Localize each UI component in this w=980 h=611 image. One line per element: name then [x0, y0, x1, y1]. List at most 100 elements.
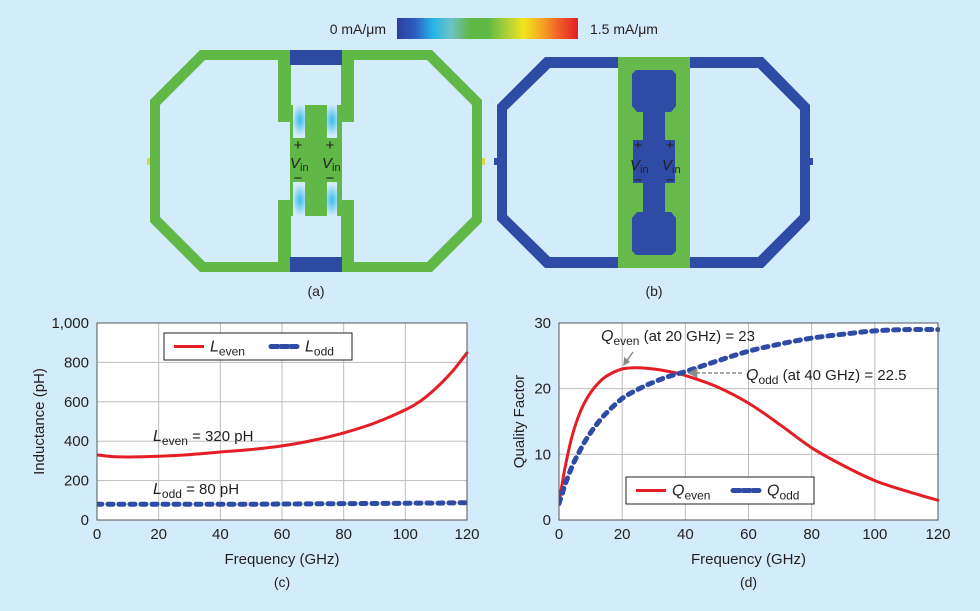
vin-minus-left-b: − [634, 172, 643, 189]
x-tick-label: 120 [454, 526, 479, 543]
inductor-a-tab-gradient [324, 184, 340, 216]
x-tick-label: 120 [925, 526, 950, 543]
y-tick-label: 600 [64, 394, 89, 411]
vin-minus-right-b: − [666, 172, 675, 189]
caption-a: (a) [307, 283, 324, 299]
annotation: Lodd = 80 pH [153, 481, 239, 501]
y-tick-label: 200 [64, 473, 89, 490]
x-tick-label: 40 [212, 526, 229, 543]
inductor-a-bottom-strap [290, 257, 342, 272]
vin-left-b: Vin [630, 157, 649, 176]
annotation: Leven = 320 pH [153, 428, 253, 448]
plot-frame [96, 322, 468, 521]
vin-main: V [630, 157, 642, 174]
x-tick-label: 60 [740, 526, 757, 543]
x-axis-label: Frequency (GHz) [691, 551, 806, 568]
legend-label-sub: odd [314, 345, 334, 359]
y-tick-label: 10 [534, 446, 551, 463]
x-tick-label: 80 [803, 526, 820, 543]
vin-sub: in [640, 164, 649, 176]
inductor-b-right-stub [810, 158, 813, 165]
inductor-a-top-strap [290, 50, 342, 65]
annotation-text: (at 40 GHz) = 22.5 [778, 367, 906, 384]
inductor-b-center-loop [618, 57, 690, 268]
vin-left-a: Vin [290, 155, 309, 174]
x-tick-label: 0 [93, 526, 101, 543]
x-tick-label: 0 [555, 526, 563, 543]
annotation-text: = 320 pH [188, 428, 253, 445]
y-tick-label: 20 [534, 381, 551, 398]
vin-sub: in [672, 164, 681, 176]
x-tick-label: 20 [614, 526, 631, 543]
inductor-a [147, 50, 485, 272]
y-tick-label: 30 [534, 315, 551, 332]
vin-main: V [662, 157, 674, 174]
annotation-main: L [153, 428, 162, 445]
vin-labels-a: + + Vin Vin − − [290, 137, 341, 187]
panel-b-current-density-odd: + + Vin Vin − − (b) [494, 57, 813, 299]
annotation-text: = 80 pH [182, 481, 239, 498]
x-tick-label: 100 [393, 526, 418, 543]
colorbar-gradient [397, 18, 578, 39]
y-tick-label: 1,000 [51, 315, 89, 332]
inductor-a-left-stub [147, 158, 150, 165]
arrow-head-icon [623, 356, 631, 366]
colorbar: 0 mA/μm 1.5 mA/μm [330, 18, 658, 39]
vin-main: V [322, 155, 334, 172]
legend-label-sub: even [219, 345, 245, 359]
series-line-q-odd [559, 326, 940, 507]
legend-label-main: Q [767, 483, 779, 500]
y-axis-label: Inductance (pH) [31, 368, 48, 475]
annotation-sub: even [162, 434, 188, 448]
panel-a-current-density-even: + + Vin Vin − − (a) [147, 50, 485, 299]
y-tick-label: 400 [64, 433, 89, 450]
chart-d-quality-factor: 0 20 40 60 80 100 120 0 10 20 30 Frequency (GHz) Qua… [511, 315, 951, 590]
legend-label: Qodd [767, 483, 799, 503]
legend-label: Lodd [305, 339, 334, 359]
inductor-a-outer-ring [150, 50, 482, 272]
annotation-main: L [153, 481, 162, 498]
annotation-text: (at 20 GHz) = 23 [639, 328, 754, 345]
legend-label-main: L [210, 339, 219, 356]
x-tick-label: 80 [335, 526, 352, 543]
colorbar-max-label: 1.5 mA/μm [590, 21, 658, 37]
vin-sub: in [300, 162, 309, 174]
chart-c-inductance: 0 20 40 60 80 100 120 0 200 400 600 800 1,000 Frequen… [31, 315, 480, 590]
legend-label-main: L [305, 339, 314, 356]
legend-label: Qeven [672, 483, 710, 503]
vin-plus-left-a: + [294, 137, 303, 154]
y-tick-label: 0 [81, 512, 89, 529]
legend-label-sub: odd [779, 489, 799, 503]
y-axis-label: Quality Factor [511, 375, 528, 468]
y-tick-label: 800 [64, 354, 89, 371]
vin-labels-b: + + Vin Vin − − [630, 137, 681, 189]
vin-plus-left-b: + [634, 137, 643, 154]
legend-label-main: Q [672, 483, 684, 500]
caption-c: (c) [274, 574, 290, 590]
annotation-main: Q [601, 328, 613, 345]
annotation: Qodd (at 40 GHz) = 22.5 [746, 367, 906, 387]
vin-plus-right-a: + [326, 137, 335, 154]
caption-b: (b) [645, 283, 662, 299]
vin-minus-right-a: − [326, 170, 335, 187]
x-axis-label: Frequency (GHz) [224, 551, 339, 568]
inductor-b [494, 57, 813, 268]
series-line-q-even [559, 366, 940, 504]
annotation-sub: odd [162, 487, 182, 501]
annotation-sub: odd [758, 373, 778, 387]
x-tick-label: 60 [274, 526, 291, 543]
legend-label: Leven [210, 339, 245, 359]
legend: Qeven Qodd [625, 476, 815, 505]
vin-sub: in [332, 162, 341, 174]
vin-right-b: Vin [662, 157, 681, 176]
inductor-a-right-stub [482, 158, 485, 165]
vin-right-a: Vin [322, 155, 341, 174]
annotation: Qeven (at 20 GHz) = 23 [601, 328, 755, 348]
inductor-a-tab-gradient [292, 104, 308, 136]
vin-minus-left-a: − [294, 170, 303, 187]
x-tick-label: 40 [677, 526, 694, 543]
arrow-head-icon [687, 368, 698, 378]
inductor-b-outer-ring [497, 57, 810, 268]
